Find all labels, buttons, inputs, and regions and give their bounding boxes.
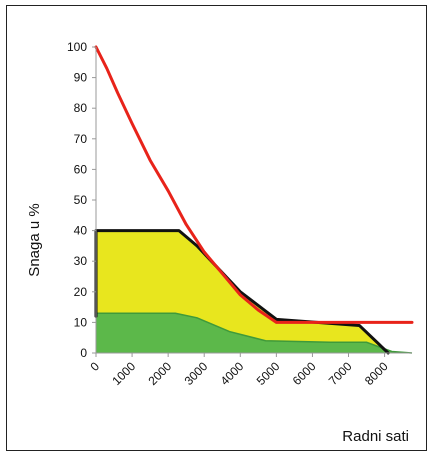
- y-tick-label: 80: [74, 101, 88, 115]
- x-tick-label: 8000: [362, 359, 391, 388]
- red-line: [94, 45, 414, 324]
- y-tick-label: 0: [80, 346, 87, 360]
- y-tick-label: 10: [74, 315, 88, 329]
- x-tick-label: 4000: [218, 359, 247, 388]
- chart-frame: [6, 5, 427, 451]
- x-tick-label: 3000: [182, 359, 211, 388]
- x-tick-label: 0: [87, 359, 102, 374]
- x-tick-label: 7000: [326, 359, 355, 388]
- x-tick-label: 6000: [290, 359, 319, 388]
- y-tick-label: 30: [74, 254, 88, 268]
- x-tick-label: 2000: [145, 359, 174, 388]
- green-area: [96, 313, 412, 353]
- x-tick-label: 5000: [254, 359, 283, 388]
- y-tick-label: 50: [74, 193, 88, 207]
- y-tick-label: 100: [67, 40, 87, 54]
- y-tick-label: 90: [74, 71, 88, 85]
- x-axis-title: Radni sati: [342, 428, 409, 445]
- y-tick-label: 60: [74, 162, 88, 176]
- y-tick-label: 70: [74, 132, 88, 146]
- y-axis-title: Snaga u %: [26, 203, 43, 276]
- y-tick-label: 40: [74, 224, 88, 238]
- y-tick-label: 20: [74, 285, 88, 299]
- x-tick-label: 1000: [109, 359, 138, 388]
